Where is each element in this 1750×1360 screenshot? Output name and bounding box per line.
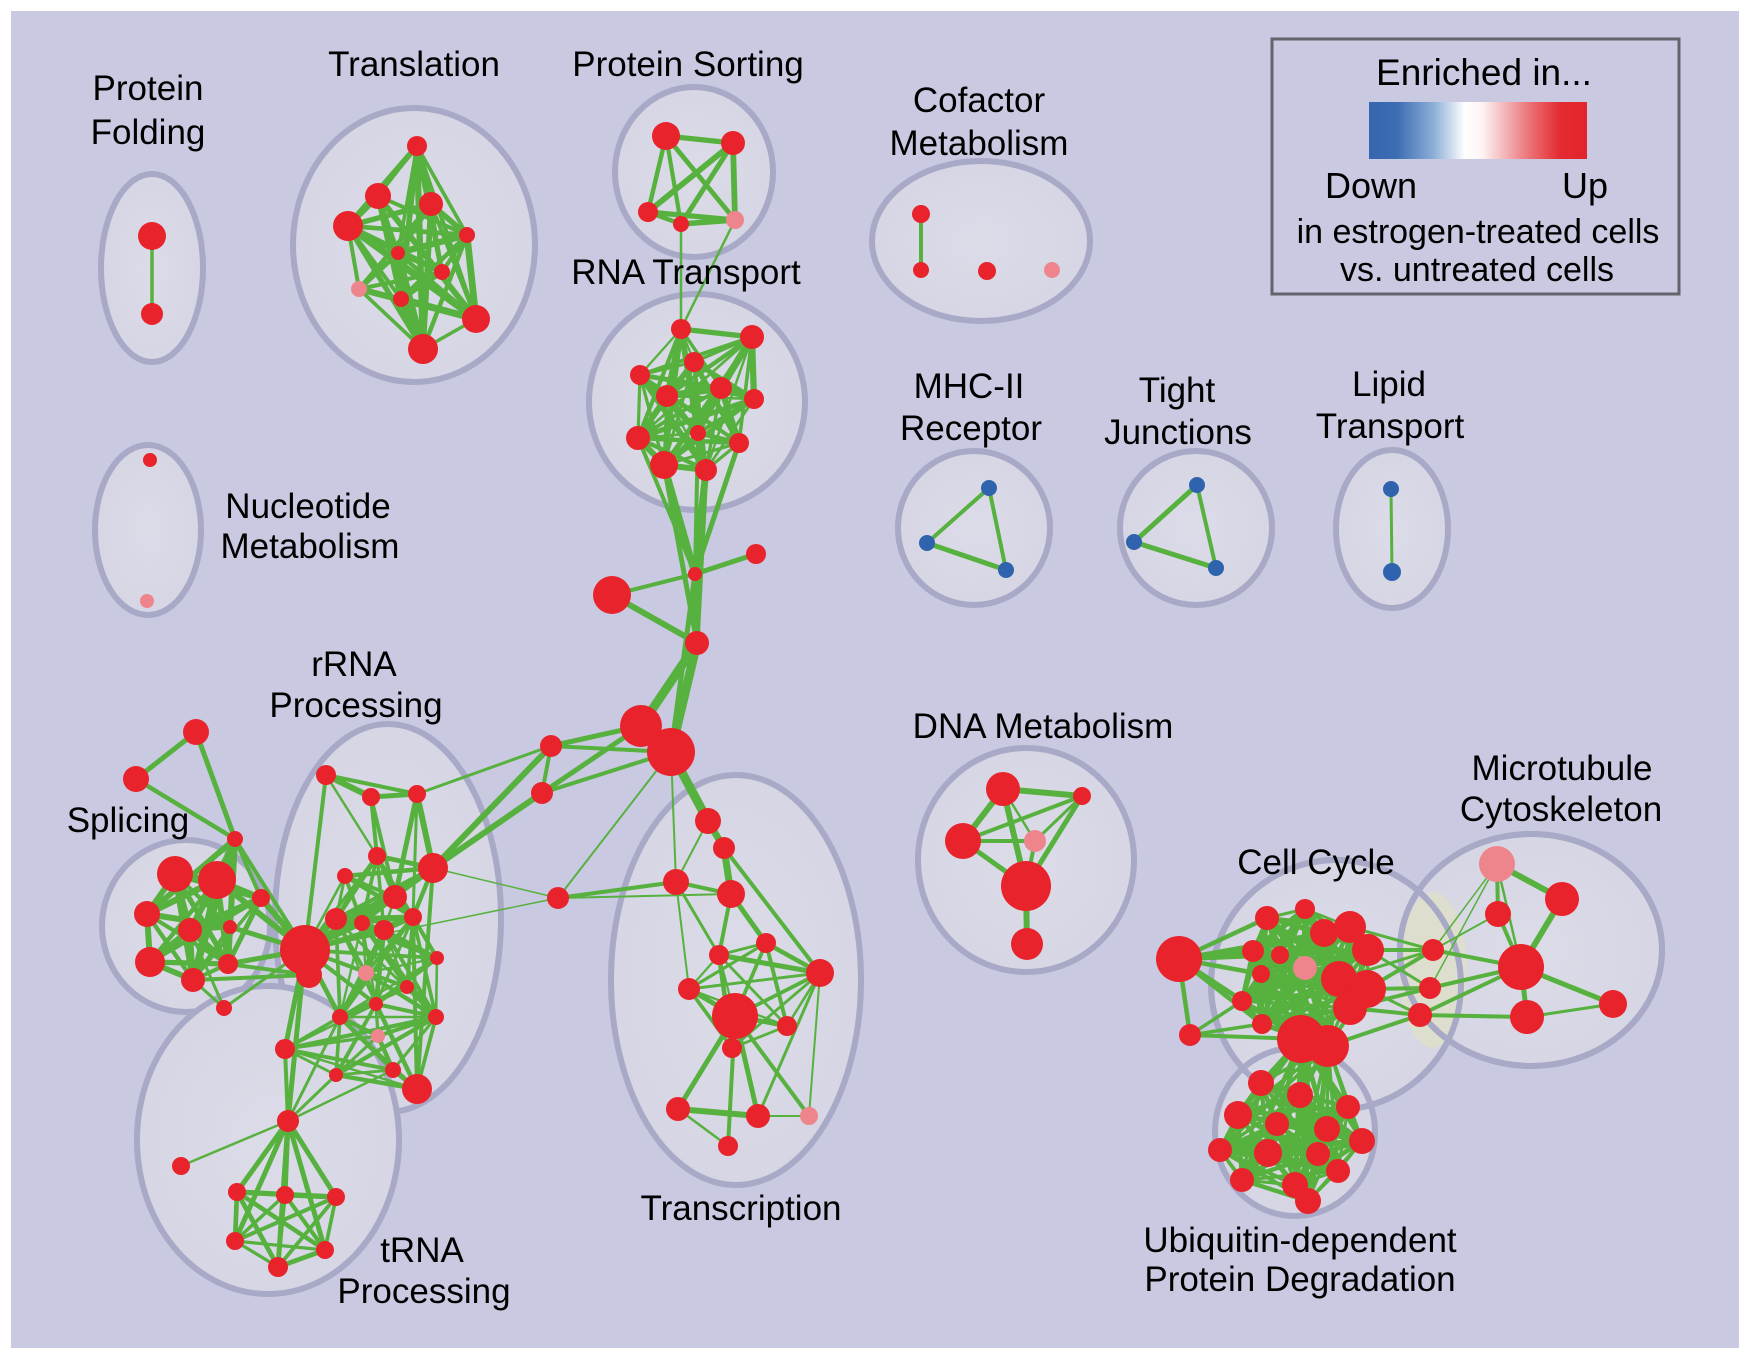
svg-text:tRNA: tRNA: [380, 1231, 464, 1270]
svg-text:Cytoskeleton: Cytoskeleton: [1460, 790, 1662, 829]
svg-text:RNA Transport: RNA Transport: [571, 253, 801, 292]
svg-text:Protein: Protein: [93, 69, 204, 108]
svg-text:Protein Degradation: Protein Degradation: [1144, 1260, 1455, 1299]
svg-text:Processing: Processing: [269, 686, 442, 725]
svg-text:Transcription: Transcription: [641, 1189, 842, 1228]
svg-text:Junctions: Junctions: [1104, 413, 1252, 452]
svg-text:rRNA: rRNA: [311, 645, 397, 684]
svg-text:MHC-II: MHC-II: [914, 367, 1025, 406]
svg-text:Splicing: Splicing: [67, 801, 190, 840]
svg-text:Up: Up: [1562, 165, 1608, 206]
svg-text:Protein Sorting: Protein Sorting: [572, 45, 804, 84]
svg-text:in estrogen-treated cells: in estrogen-treated cells: [1297, 213, 1660, 251]
svg-text:Cell Cycle: Cell Cycle: [1237, 843, 1395, 882]
svg-text:Translation: Translation: [328, 45, 500, 84]
svg-text:Down: Down: [1325, 165, 1417, 206]
svg-text:Folding: Folding: [91, 113, 206, 152]
svg-text:Processing: Processing: [337, 1272, 510, 1311]
svg-text:DNA Metabolism: DNA Metabolism: [913, 707, 1174, 746]
svg-text:Microtubule: Microtubule: [1472, 749, 1653, 788]
svg-text:Cofactor: Cofactor: [913, 81, 1046, 120]
svg-text:Nucleotide: Nucleotide: [225, 487, 390, 526]
svg-text:Lipid: Lipid: [1352, 365, 1426, 404]
svg-text:vs. untreated cells: vs. untreated cells: [1340, 251, 1614, 289]
svg-text:Enriched in...: Enriched in...: [1376, 52, 1592, 93]
svg-text:Ubiquitin-dependent: Ubiquitin-dependent: [1143, 1221, 1457, 1260]
svg-text:Metabolism: Metabolism: [890, 124, 1069, 163]
svg-text:Receptor: Receptor: [900, 409, 1042, 448]
svg-text:Transport: Transport: [1316, 407, 1465, 446]
svg-text:Metabolism: Metabolism: [221, 527, 400, 566]
svg-text:Tight: Tight: [1139, 371, 1216, 410]
